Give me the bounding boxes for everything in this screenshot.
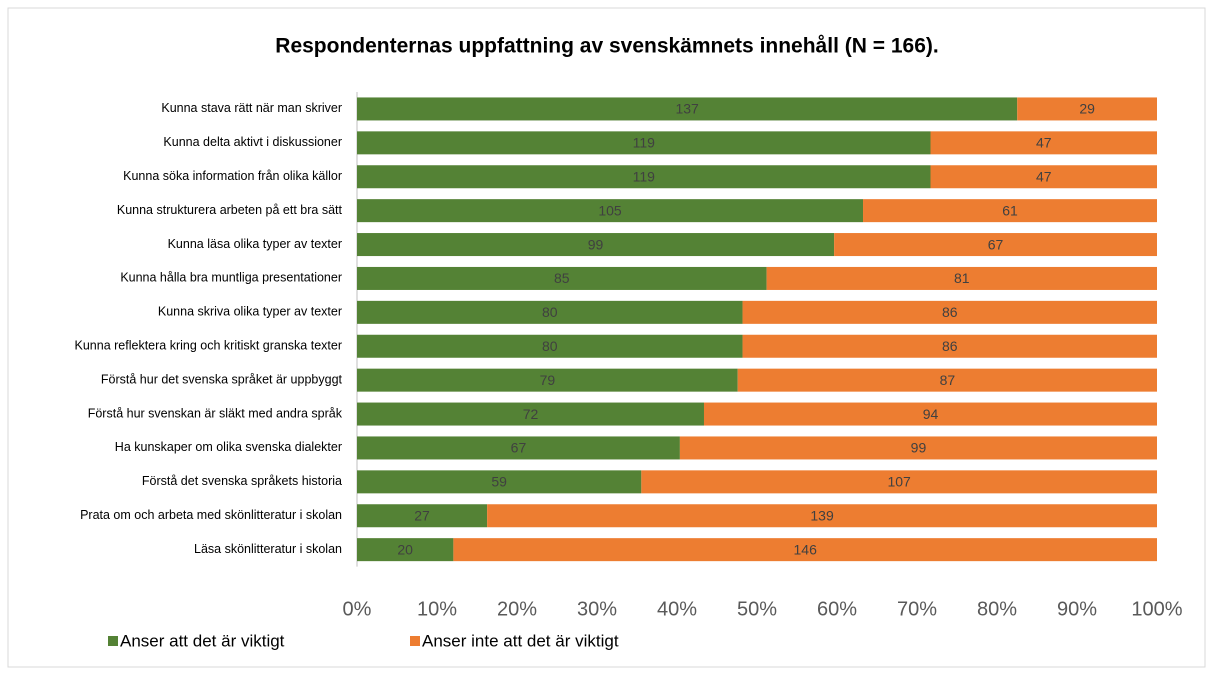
- data-label: 86: [942, 338, 958, 354]
- legend-label: Anser att det är viktigt: [120, 631, 285, 650]
- x-tick-label: 70%: [897, 598, 937, 620]
- category-label: Kunna läsa olika typer av texter: [168, 237, 342, 251]
- chart-title: Respondenternas uppfattning av svenskämn…: [275, 35, 938, 58]
- data-label: 99: [911, 440, 927, 456]
- bar-segment: [742, 300, 1157, 324]
- bar-segment: [766, 266, 1157, 290]
- category-label: Kunna söka information från olika källor: [123, 169, 342, 183]
- bar-segment: [357, 266, 767, 290]
- data-label: 67: [988, 236, 1004, 252]
- bar-segment: [641, 470, 1157, 494]
- bar-segment: [487, 504, 1157, 528]
- category-label: Kunna stava rätt när man skriver: [161, 101, 342, 115]
- data-label: 47: [1036, 135, 1052, 151]
- bar-segment: [357, 402, 704, 426]
- x-tick-label: 20%: [497, 598, 537, 620]
- bar-segment: [357, 131, 931, 155]
- legend-label: Anser inte att det är viktigt: [422, 631, 619, 650]
- data-label: 87: [940, 372, 956, 388]
- bar-segment: [679, 436, 1157, 460]
- category-label: Kunna strukturera arbeten på ett bra sät…: [117, 203, 343, 217]
- data-label: 80: [542, 338, 558, 354]
- x-tick-label: 100%: [1131, 598, 1182, 620]
- x-tick-label: 50%: [737, 598, 777, 620]
- bar-segment: [357, 300, 743, 324]
- data-label: 20: [397, 541, 413, 557]
- x-tick-label: 30%: [577, 598, 617, 620]
- bar-segment: [1017, 97, 1157, 121]
- bar-segment: [930, 165, 1157, 189]
- data-label: 47: [1036, 168, 1052, 184]
- bar-segment: [357, 233, 835, 257]
- category-label: Ha kunskaper om olika svenska dialekter: [115, 440, 342, 454]
- category-label: Förstå det svenska språkets historia: [142, 474, 342, 488]
- data-label: 137: [675, 101, 699, 117]
- x-tick-label: 10%: [417, 598, 457, 620]
- bar-segment: [453, 538, 1158, 562]
- category-label: Förstå hur svenskan är släkt med andra s…: [88, 406, 343, 420]
- bar-segment: [357, 334, 743, 358]
- bar-segment: [357, 199, 864, 223]
- bar-segment: [357, 538, 454, 562]
- data-label: 29: [1079, 101, 1095, 117]
- bar-segment: [357, 504, 488, 528]
- data-label: 107: [887, 474, 911, 490]
- bar-segment: [737, 368, 1157, 392]
- bar-segment: [357, 97, 1018, 121]
- data-label: 27: [414, 507, 430, 523]
- x-tick-label: 80%: [977, 598, 1017, 620]
- category-label: Kunna reflektera kring och kritiskt gran…: [75, 339, 342, 353]
- bar-segment: [703, 402, 1157, 426]
- bar-segment: [863, 199, 1157, 223]
- x-tick-label: 0%: [343, 598, 372, 620]
- data-label: 61: [1002, 202, 1018, 218]
- data-label: 119: [633, 135, 656, 151]
- category-label: Kunna skriva olika typer av texter: [158, 305, 342, 319]
- data-label: 81: [954, 270, 970, 286]
- legend-swatch: [410, 636, 420, 646]
- data-label: 59: [491, 474, 507, 490]
- bar-segment: [834, 233, 1157, 257]
- data-label: 80: [542, 304, 558, 320]
- x-tick-label: 40%: [657, 598, 697, 620]
- data-label: 119: [633, 168, 656, 184]
- x-tick-label: 90%: [1057, 598, 1097, 620]
- category-label: Kunna delta aktivt i diskussioner: [163, 135, 342, 149]
- x-tick-label: 60%: [817, 598, 857, 620]
- data-label: 94: [923, 406, 939, 422]
- legend-swatch: [108, 636, 118, 646]
- data-label: 72: [523, 406, 539, 422]
- bar-segment: [357, 436, 680, 460]
- category-label: Läsa skönlitteratur i skolan: [194, 542, 342, 556]
- data-label: 85: [554, 270, 570, 286]
- bar-segment: [742, 334, 1157, 358]
- data-label: 67: [511, 440, 527, 456]
- data-label: 99: [588, 236, 604, 252]
- bar-segment: [930, 131, 1157, 155]
- bar-segment: [357, 368, 738, 392]
- data-label: 86: [942, 304, 958, 320]
- data-label: 79: [540, 372, 556, 388]
- data-label: 146: [794, 541, 818, 557]
- data-label: 139: [810, 507, 834, 523]
- category-label: Kunna hålla bra muntliga presentationer: [120, 271, 342, 285]
- category-label: Förstå hur det svenska språket är uppbyg…: [101, 372, 343, 386]
- category-label: Prata om och arbeta med skönlitteratur i…: [80, 508, 342, 522]
- bar-segment: [357, 470, 642, 494]
- bar-segment: [357, 165, 931, 189]
- data-label: 105: [598, 202, 622, 218]
